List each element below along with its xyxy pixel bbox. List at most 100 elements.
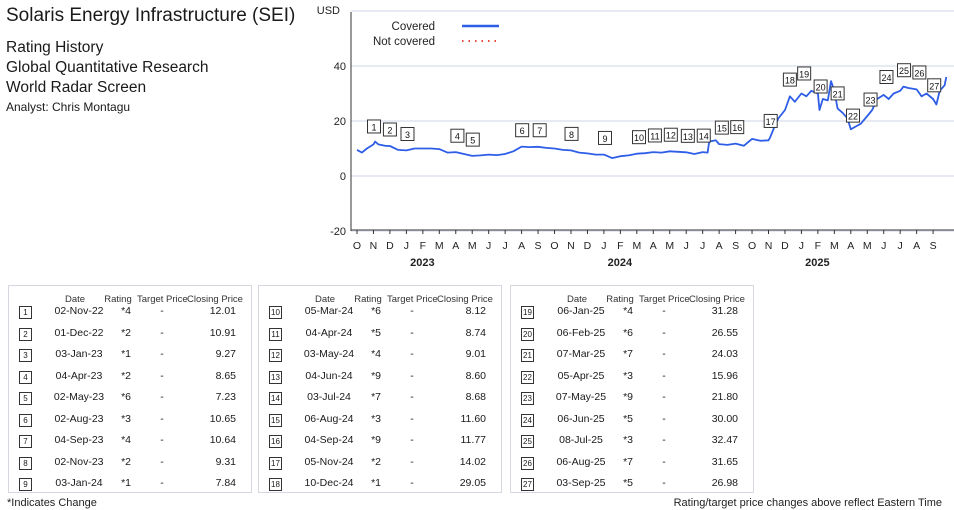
y-tick-label: 0 <box>340 171 346 183</box>
date-cell: 04-Sep-24 <box>304 434 354 446</box>
table-row: 5 02-May-23 *6 - 7.23 <box>9 389 251 407</box>
table-row: 15 06-Aug-24 *3 - 11.60 <box>259 411 501 429</box>
date-cell: 06-Jun-25 <box>557 412 605 425</box>
rating-marker-number: 25 <box>899 66 909 76</box>
x-tick-label: O <box>748 240 756 252</box>
date-cell: 06-Jan-25 <box>557 305 605 317</box>
date-cell: 07-Mar-25 <box>556 348 606 360</box>
rating-marker-number: 18 <box>785 76 795 86</box>
closing-price-cell: 31.65 <box>711 455 738 468</box>
rating-cell: *3 <box>121 412 131 425</box>
rating-marker-box <box>663 127 678 142</box>
marker-number: 26 <box>521 456 534 470</box>
closing-price-cell: 11.60 <box>460 412 487 425</box>
marker-number: 4 <box>19 370 32 384</box>
column-header: Date <box>314 294 336 305</box>
rating-table-2: Date Rating Target Price Closing Price 10 0… <box>258 285 502 493</box>
closing-price-cell: 31.28 <box>711 305 738 317</box>
rating-cell: *4 <box>371 348 381 360</box>
marker-number: 8 <box>19 456 32 470</box>
closing-price-cell: 29.05 <box>459 477 486 489</box>
target-price-cell: - <box>662 305 666 317</box>
rating-marker-number: 26 <box>914 68 924 78</box>
x-tick-label: D <box>584 240 592 252</box>
rating-marker-box <box>465 132 480 147</box>
rating-marker-box <box>912 65 927 80</box>
rating-cell: *4 <box>623 305 633 317</box>
date-cell: 02-Nov-22 <box>54 305 104 317</box>
x-tick-label: F <box>617 240 623 252</box>
date-cell: 08-Jul-25 <box>559 434 603 446</box>
table-row: 7 04-Sep-23 *4 - 10.64 <box>9 432 251 450</box>
rating-marker-box <box>797 66 812 81</box>
table-row: 16 04-Sep-24 *9 - 11.77 <box>259 432 501 450</box>
closing-price-cell: 26.55 <box>711 326 738 339</box>
table-row: 9 03-Jan-24 *1 - 7.84 <box>9 475 251 493</box>
x-tick-label: N <box>370 240 378 252</box>
rating-marker-box <box>367 119 382 134</box>
target-price-cell: - <box>662 326 666 339</box>
target-price-cell: - <box>410 391 414 403</box>
rating-marker-box <box>830 86 845 101</box>
x-tick-label: J <box>881 240 886 252</box>
year-label: 2025 <box>805 257 829 269</box>
rating-cell: *2 <box>121 369 131 382</box>
x-tick-label: A <box>847 240 854 252</box>
rating-cell: *2 <box>371 455 381 468</box>
closing-price-cell: 26.98 <box>711 477 738 489</box>
rating-cell: *7 <box>371 391 381 403</box>
table-row: 13 04-Jun-24 *9 - 8.60 <box>259 368 501 386</box>
rating-marker-number: 7 <box>537 126 542 136</box>
marker-number: 25 <box>521 435 534 448</box>
table-row: 24 06-Jun-25 *5 - 30.00 <box>511 411 753 429</box>
target-price-cell: - <box>410 477 414 489</box>
table-row: 27 03-Sep-25 *5 - 26.98 <box>511 475 753 493</box>
x-tick-label: D <box>386 240 394 252</box>
target-price-cell: - <box>410 369 414 382</box>
marker-number: 21 <box>521 349 534 362</box>
target-price-cell: - <box>662 477 666 489</box>
date-cell: 03-Jan-23 <box>55 348 103 360</box>
table-row: 18 10-Dec-24 *1 - 29.05 <box>259 475 501 493</box>
target-price-cell: - <box>410 305 414 317</box>
closing-price-cell: 8.74 <box>465 326 486 339</box>
target-price-cell: - <box>662 369 666 382</box>
x-tick-label: M <box>468 240 477 252</box>
rating-marker-number: 23 <box>866 96 876 106</box>
rating-marker-number: 5 <box>470 136 475 146</box>
rating-marker-box <box>813 79 828 94</box>
column-header: Date <box>566 294 588 305</box>
target-price-cell: - <box>410 326 414 339</box>
table-row: 26 06-Aug-25 *7 - 31.65 <box>511 454 753 472</box>
rating-marker-box <box>897 63 912 78</box>
y-tick-label: 40 <box>334 61 346 73</box>
closing-price-cell: 15.96 <box>711 369 738 382</box>
table-row: 8 02-Nov-23 *2 - 9.31 <box>9 454 251 472</box>
x-tick-label: A <box>716 240 723 252</box>
rating-cell: *5 <box>623 412 633 425</box>
closing-price-cell: 11.77 <box>460 434 487 446</box>
target-price-cell: - <box>160 348 164 360</box>
table-row: 14 03-Jul-24 *7 - 8.68 <box>259 389 501 407</box>
column-header: Rating <box>606 294 634 305</box>
rating-marker-box <box>400 127 415 142</box>
x-tick-label: J <box>684 240 689 252</box>
y-axis-label: USD <box>317 5 340 17</box>
marker-number: 14 <box>269 392 282 405</box>
x-tick-label: J <box>700 240 705 252</box>
target-price-cell: - <box>662 412 666 425</box>
date-cell: 04-Apr-23 <box>55 369 103 382</box>
analyst-name: Analyst: Chris Montagu <box>6 100 131 114</box>
rating-cell: *1 <box>121 348 131 360</box>
closing-price-cell: 10.64 <box>209 434 236 446</box>
x-tick-label: S <box>732 240 739 252</box>
rating-cell: *9 <box>371 369 381 382</box>
y-tick-label: -20 <box>330 226 346 238</box>
x-tick-label: F <box>420 240 426 252</box>
target-price-cell: - <box>662 391 666 403</box>
target-price-cell: - <box>160 434 164 446</box>
rating-marker-box <box>927 78 942 93</box>
date-cell: 03-Jan-24 <box>55 477 103 489</box>
marker-number: 16 <box>269 435 282 448</box>
